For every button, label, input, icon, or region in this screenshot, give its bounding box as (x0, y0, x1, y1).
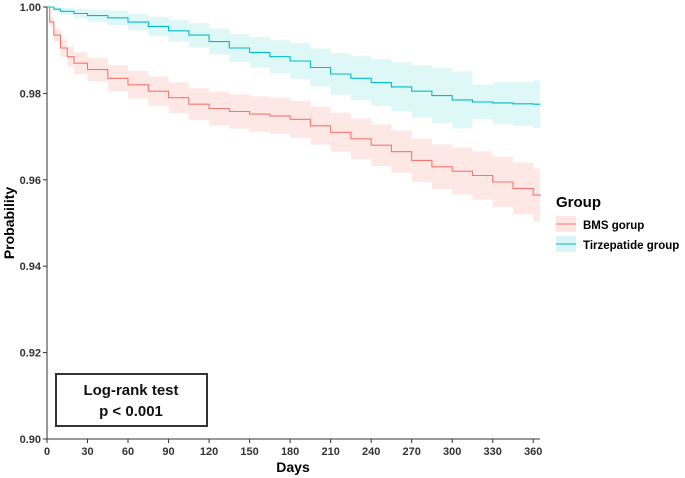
legend-label-bms: BMS gorup (583, 220, 644, 232)
legend-label-tirzepatide: Tirzepatide group (583, 240, 679, 252)
y-tick-label: 0.94 (20, 261, 42, 273)
confidence-bands (47, 7, 540, 223)
y-tick-label: 0.96 (20, 175, 41, 187)
y-tick-label: 1.00 (20, 2, 41, 14)
x-tick-label: 180 (281, 446, 299, 458)
x-tick-label: 0 (44, 446, 50, 458)
confidence-band-0 (47, 7, 540, 223)
axes: 0.90 0.92 0.94 0.96 0.98 1.00 0 30 60 90 120 150 18… (20, 2, 543, 458)
y-ticks: 0.90 0.92 0.94 0.96 0.98 1.00 (20, 2, 47, 446)
legend-title: Group (556, 194, 601, 211)
y-tick-label: 0.92 (20, 348, 41, 360)
annotation-test-name: Log-rank test (83, 382, 178, 399)
legend-item-tirzepatide: Tirzepatide group (556, 236, 679, 252)
y-axis-title: Probability (1, 187, 17, 260)
confidence-band-1 (47, 7, 540, 129)
logrank-annotation-box: Log-rank test p < 0.001 (55, 373, 208, 427)
x-tick-label: 210 (321, 446, 339, 458)
x-tick-label: 150 (240, 446, 258, 458)
x-tick-label: 300 (443, 446, 461, 458)
x-tick-label: 360 (524, 446, 542, 458)
y-tick-label: 0.98 (20, 88, 41, 100)
legend-item-bms: BMS gorup (556, 216, 644, 232)
annotation-p-value: p < 0.001 (99, 403, 163, 420)
annotation-frame (55, 373, 208, 427)
legend: Group BMS gorup Tirzepatide group (556, 194, 679, 252)
x-tick-label: 30 (81, 446, 93, 458)
x-tick-label: 90 (162, 446, 174, 458)
x-axis-title: Days (276, 459, 310, 475)
x-tick-label: 240 (362, 446, 380, 458)
survival-curves (47, 6, 541, 197)
x-ticks: 0 30 60 90 120 150 180 210 240 270 300 330 360 (44, 439, 542, 458)
x-tick-label: 270 (403, 446, 421, 458)
plot-area (47, 6, 541, 223)
y-tick-label: 0.90 (20, 434, 41, 446)
x-tick-label: 120 (200, 446, 218, 458)
survival-curve-1 (47, 6, 541, 105)
survival-curve-0 (47, 6, 541, 197)
x-tick-label: 330 (484, 446, 502, 458)
x-tick-label: 60 (122, 446, 134, 458)
